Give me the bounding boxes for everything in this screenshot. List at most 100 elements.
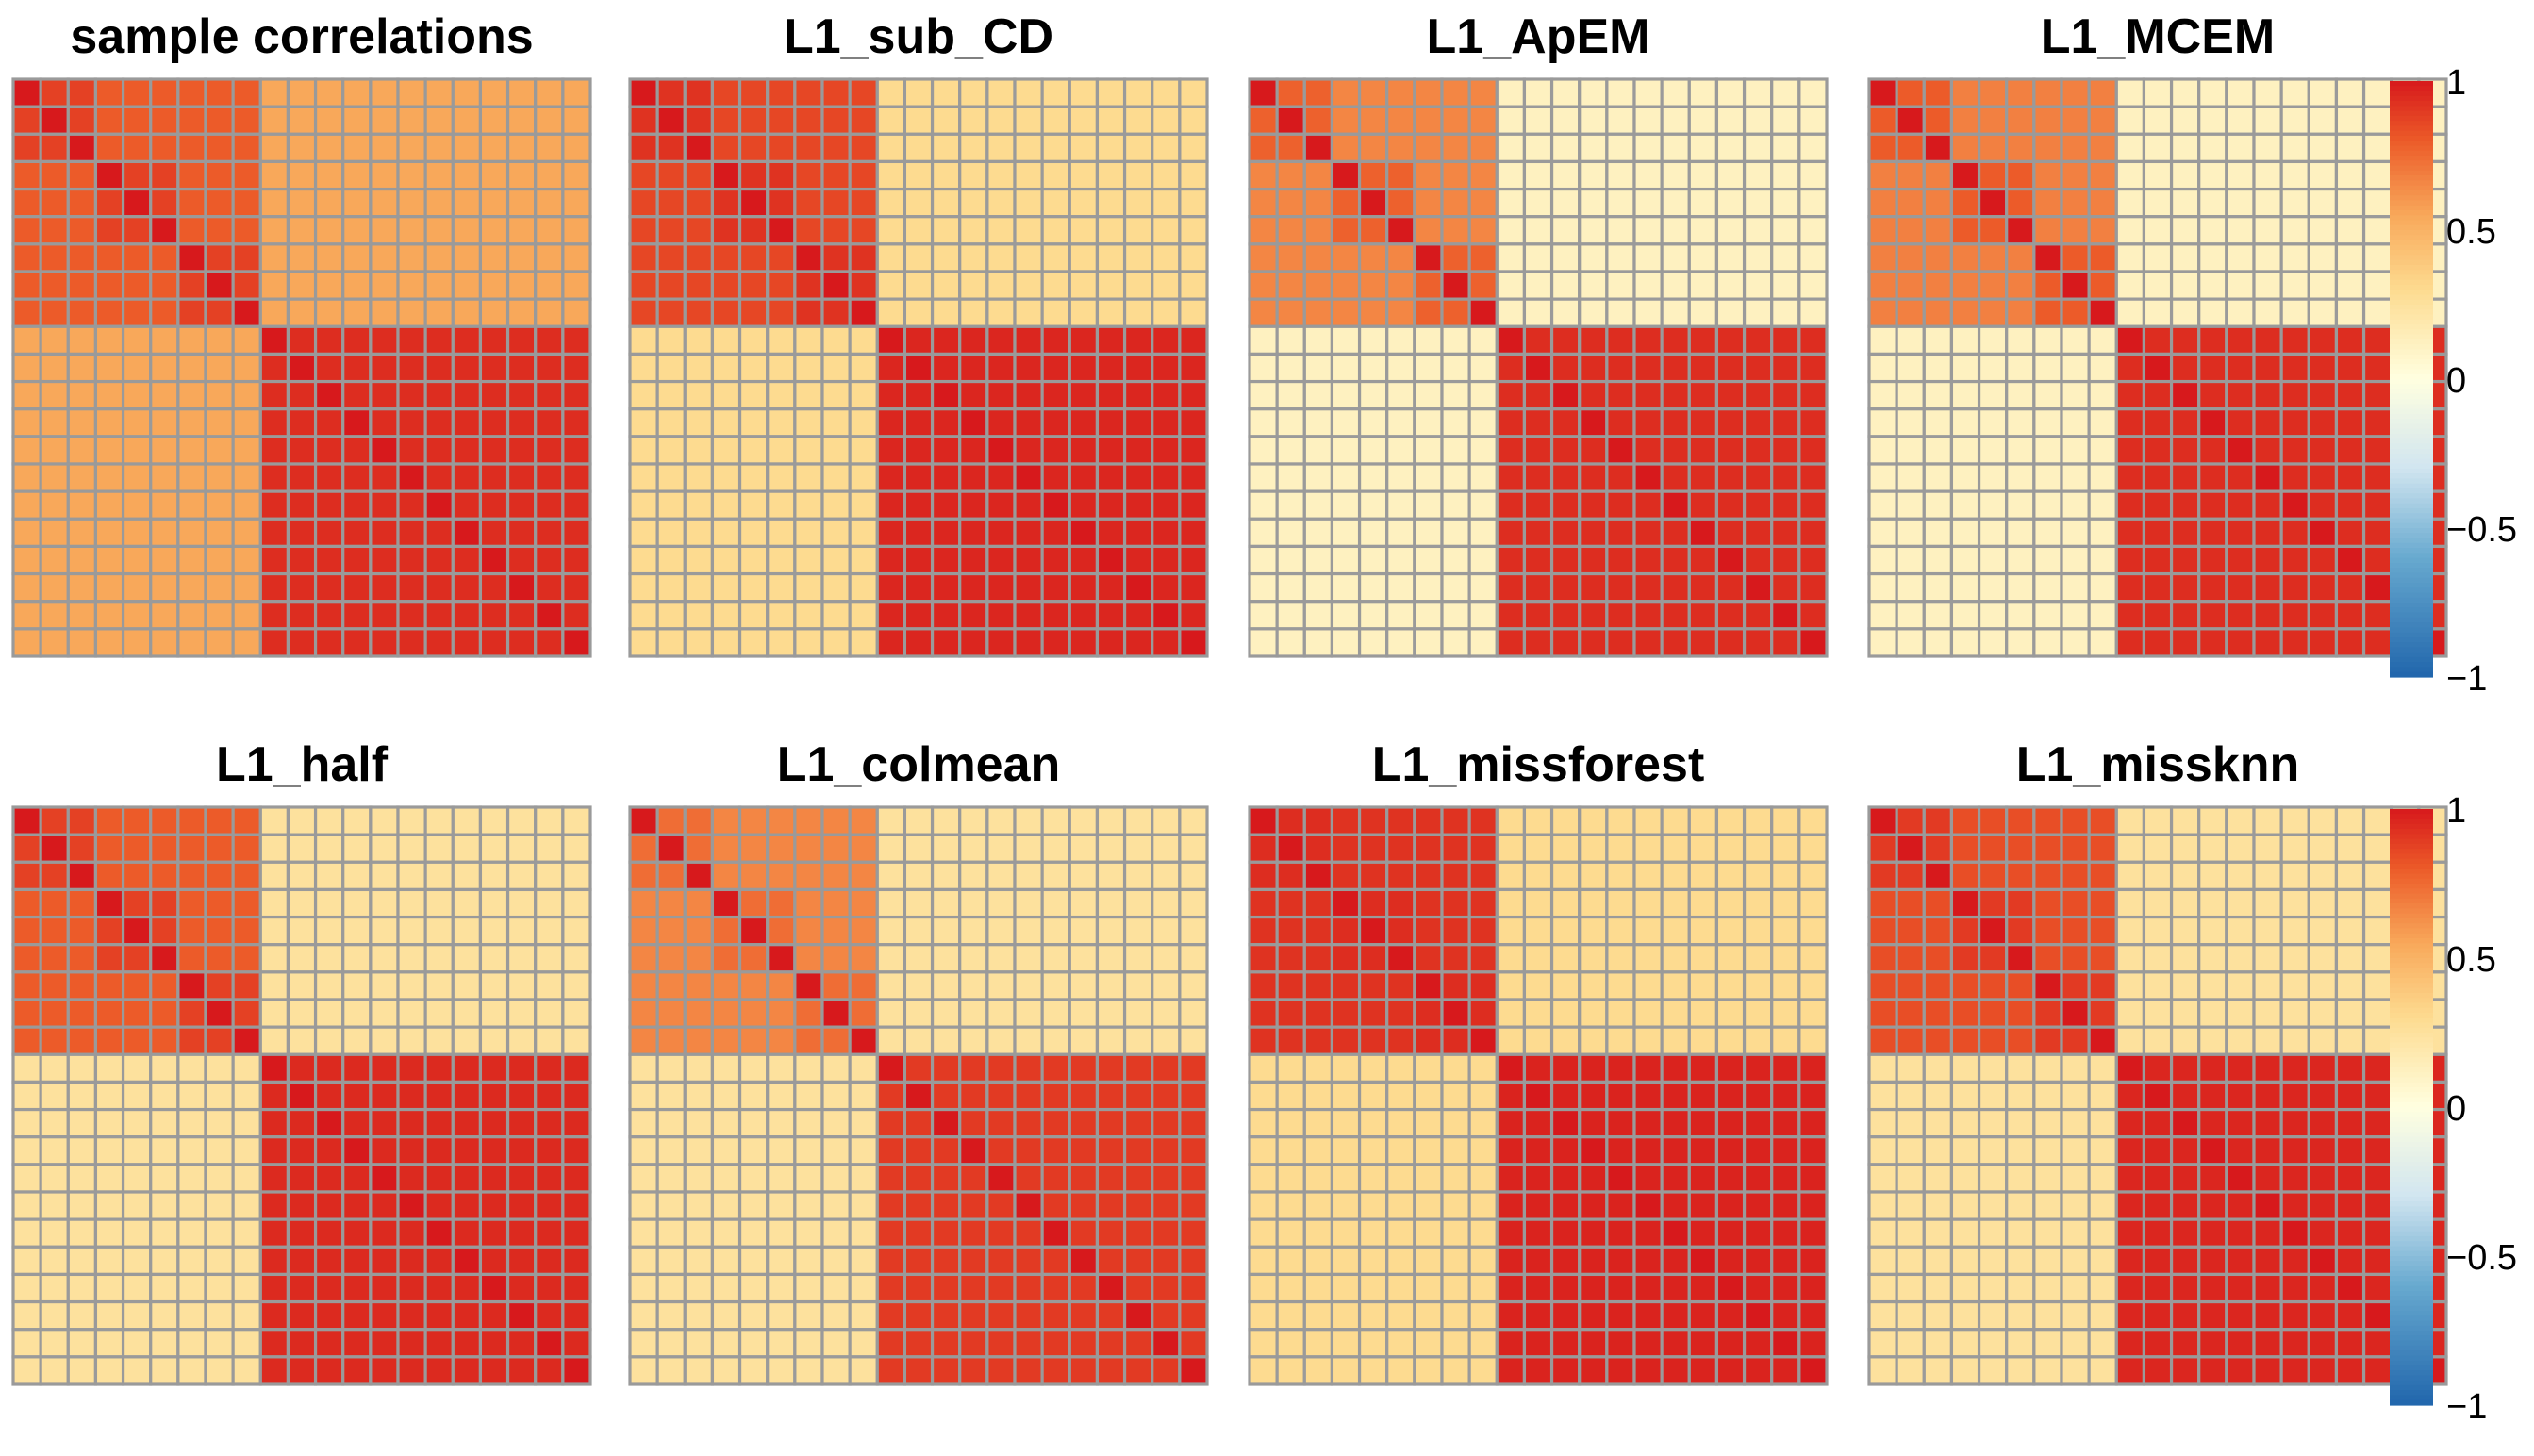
heatmap-cell <box>958 544 989 576</box>
heatmap-cell <box>1977 627 2009 658</box>
heatmap-cell <box>848 805 879 836</box>
heatmap-cell <box>1413 915 1444 947</box>
heatmap-cell <box>628 833 659 864</box>
heatmap-cell <box>176 1217 207 1249</box>
heatmap-cell <box>313 887 345 919</box>
heatmap-cell <box>1742 1052 1774 1084</box>
heatmap-cell <box>683 805 715 836</box>
heatmap-cell <box>1275 998 1306 1029</box>
heatmap-cell <box>1440 1328 1471 1359</box>
heatmap-cell <box>1977 242 2009 273</box>
legend-gradient-step <box>2390 1390 2433 1397</box>
heatmap-cell <box>2114 1190 2146 1221</box>
heatmap-cell <box>2225 489 2256 521</box>
legend-gradient-step <box>2390 503 2433 509</box>
heatmap-cell <box>396 998 427 1029</box>
heatmap-cell <box>2252 805 2283 836</box>
heatmap-cell <box>985 435 1017 466</box>
heatmap-cell <box>793 407 824 438</box>
heatmap-cell <box>1714 517 1747 549</box>
heatmap-cell <box>258 998 290 1029</box>
heatmap-cell <box>505 887 538 919</box>
heatmap-cell <box>423 1217 455 1249</box>
heatmap-cell <box>2032 1299 2063 1332</box>
heatmap-cell <box>121 159 153 191</box>
heatmap-cell <box>1770 1080 1801 1112</box>
heatmap-cell <box>2142 887 2174 919</box>
heatmap-cell <box>1385 352 1416 384</box>
heatmap-cell <box>1714 407 1747 438</box>
heatmap-cell <box>11 1080 42 1112</box>
heatmap-cell <box>1467 943 1499 974</box>
heatmap-cell <box>1178 833 1209 864</box>
heatmap-cell <box>766 435 797 466</box>
heatmap-cell <box>1095 270 1127 301</box>
heatmap-cell <box>985 462 1017 493</box>
heatmap-cell <box>149 77 180 108</box>
heatmap-cell <box>1495 1107 1527 1139</box>
heatmap-cell <box>1605 132 1636 164</box>
heatmap-cell <box>1714 1080 1747 1112</box>
heatmap-cell <box>1095 77 1127 108</box>
heatmap-cell <box>2032 462 2063 493</box>
heatmap-cell <box>2279 1190 2310 1221</box>
heatmap-cell <box>369 833 400 864</box>
heatmap-cell <box>2334 600 2366 631</box>
heatmap-cell <box>1660 517 1691 549</box>
heatmap-cell <box>561 600 592 631</box>
heatmap-cell <box>1632 805 1664 836</box>
heatmap-cell <box>1330 215 1362 246</box>
heatmap-cell <box>11 833 42 864</box>
heatmap-cell <box>204 379 235 411</box>
heatmap-cell <box>258 1025 290 1056</box>
heatmap-cell <box>683 544 715 576</box>
heatmap-cell <box>1013 1217 1044 1249</box>
heatmap-cell <box>1495 1190 1527 1221</box>
heatmap-cell <box>286 1025 318 1056</box>
heatmap-cell <box>2060 833 2091 864</box>
heatmap-cell <box>149 833 180 864</box>
heatmap-cell <box>2225 805 2256 836</box>
heatmap-cell <box>313 105 345 136</box>
heatmap-cell <box>286 297 318 328</box>
heatmap-cell <box>710 517 742 549</box>
heatmap-cell <box>2060 242 2091 273</box>
heatmap-cell <box>1549 544 1582 576</box>
heatmap-cell <box>1632 1328 1664 1359</box>
heatmap-cell <box>903 1272 935 1304</box>
heatmap-cell <box>2252 544 2283 576</box>
heatmap-cell <box>1632 1025 1664 1056</box>
heatmap-cell <box>451 159 483 191</box>
heatmap-cell <box>1742 462 1774 493</box>
heatmap-cell <box>1385 943 1416 974</box>
heatmap-cell <box>683 571 715 604</box>
heatmap-cell <box>766 915 797 947</box>
heatmap-cell <box>2197 627 2228 658</box>
heatmap-cell <box>2114 435 2146 466</box>
heatmap-cell <box>683 215 715 246</box>
heatmap-cell <box>793 105 824 136</box>
heatmap-cell <box>1068 1025 1100 1056</box>
heatmap-cell <box>561 943 592 974</box>
heatmap-cell <box>1867 435 1898 466</box>
heatmap-cell <box>2225 1025 2256 1056</box>
heatmap-cell <box>2252 1135 2283 1166</box>
heatmap-cell <box>1385 1245 1416 1277</box>
heatmap-cell <box>1549 1025 1582 1056</box>
heatmap-cell <box>341 489 373 521</box>
heatmap-cell <box>204 324 235 356</box>
heatmap-cell <box>1178 77 1209 108</box>
heatmap-cell <box>176 627 207 658</box>
heatmap-cell <box>1330 435 1362 466</box>
heatmap-cell <box>505 571 538 604</box>
legend-gradient-step <box>2390 443 2433 450</box>
heatmap-cell <box>121 270 153 301</box>
legend-gradient-step <box>2390 637 2433 643</box>
heatmap-cell <box>2334 489 2366 521</box>
heatmap-cell <box>2361 270 2393 301</box>
heatmap-cell <box>683 242 715 273</box>
heatmap-cell <box>1495 435 1527 466</box>
heatmap-cell <box>258 544 290 576</box>
legend-gradient-step <box>2390 1141 2433 1148</box>
heatmap-cell <box>2307 970 2339 1001</box>
